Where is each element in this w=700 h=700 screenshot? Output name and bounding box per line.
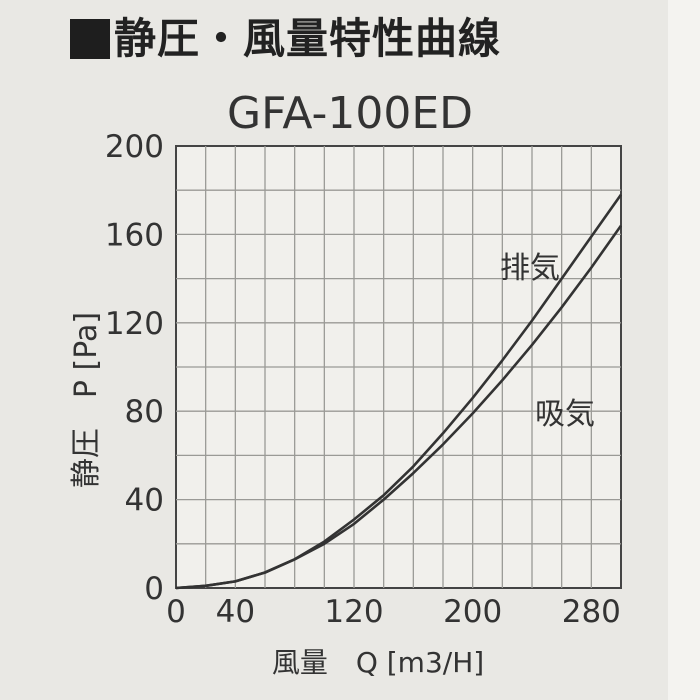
y-tick-label: 80 (125, 394, 164, 430)
x-tick-label: 200 (443, 594, 502, 630)
data-series (175, 193, 623, 590)
y-tick-label: 160 (105, 217, 164, 253)
x-tick-label: 120 (324, 594, 383, 630)
x-axis-ticks: 0 40 120 200 280 (166, 594, 621, 630)
right-margin-strip (668, 0, 700, 700)
series-line-intake (175, 224, 623, 590)
y-tick-label: 40 (125, 483, 164, 519)
page-title: 静圧・風量特性曲線 (114, 14, 502, 63)
y-tick-label: 120 (105, 306, 164, 342)
y-tick-label: 200 (105, 129, 164, 165)
header-square-icon (70, 19, 110, 59)
chart-title: GFA-100ED (227, 88, 473, 139)
series-label-intake: 吸気 (535, 397, 595, 432)
x-axis-label: 風量 Q [m3/H] (272, 646, 484, 679)
y-axis-label: 静圧 P [Pa] (69, 312, 104, 488)
y-axis-ticks: 0 40 80 120 160 200 (105, 129, 164, 607)
x-tick-label: 280 (562, 594, 621, 630)
series-label-exhaust: 排気 (500, 251, 560, 286)
page-header: 静圧・風量特性曲線 (70, 18, 501, 60)
y-tick-label: 0 (144, 571, 164, 607)
grid-lines (176, 146, 621, 588)
x-tick-label: 0 (166, 594, 186, 630)
x-tick-label: 40 (216, 594, 255, 630)
